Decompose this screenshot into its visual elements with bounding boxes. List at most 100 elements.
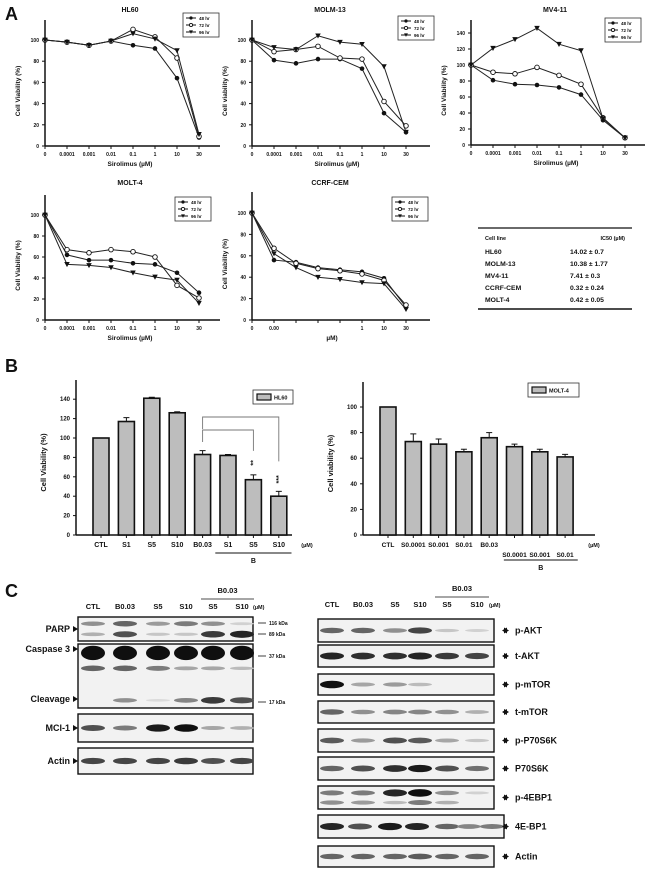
- data-point: [381, 98, 387, 105]
- x-tick-label: S1: [224, 542, 233, 549]
- band: [408, 737, 432, 744]
- data-point: [293, 265, 299, 271]
- lane-label: CTL: [86, 602, 101, 611]
- legend-marker: [611, 21, 615, 25]
- x-tick-label: 10: [174, 152, 180, 158]
- x-tick-label: 30: [196, 152, 202, 158]
- y-tick-label: 0: [354, 533, 358, 539]
- x-tick-label: 1: [361, 152, 364, 158]
- band: [383, 682, 407, 687]
- bar: [530, 450, 549, 536]
- blot-label: MCl-1: [46, 723, 71, 733]
- data-point: [196, 300, 202, 306]
- data-point: [130, 248, 136, 255]
- x-tick-label: 0.001: [290, 152, 303, 158]
- y-tick-label: 60: [459, 95, 465, 101]
- group-label: B: [538, 565, 543, 572]
- data-point: [130, 270, 136, 276]
- data-point: [403, 307, 409, 313]
- y-tick-label: 60: [240, 254, 246, 260]
- data-point: [403, 302, 409, 308]
- bar: [455, 450, 473, 536]
- data-point: [196, 132, 202, 138]
- band: [113, 631, 137, 638]
- legend-marker: [188, 22, 194, 28]
- legend-label: 72 hr: [408, 207, 419, 212]
- band: [201, 726, 225, 730]
- x-tick-label: 0.1: [337, 152, 344, 158]
- legend-marker: [398, 214, 402, 218]
- blot-label: p-4EBP1: [515, 793, 552, 803]
- table-cell-cell-line: MOLT-4: [485, 297, 510, 304]
- y-tick-label: 80: [350, 431, 357, 437]
- data-point: [534, 82, 540, 88]
- data-point: [196, 290, 202, 296]
- x-tick-label: 0: [44, 326, 47, 332]
- series-line-72hr: [251, 39, 407, 127]
- y-tick-label: 20: [63, 514, 70, 520]
- band: [146, 632, 170, 636]
- x-tick-label: 0: [470, 151, 473, 157]
- data-point: [293, 47, 299, 53]
- data-point: [196, 295, 202, 301]
- y-tick-label: 0: [67, 533, 71, 539]
- data-point: [152, 262, 158, 267]
- band: [408, 853, 432, 860]
- y-tick-label: 60: [33, 80, 39, 86]
- band: [320, 737, 344, 744]
- legend-marker: [189, 30, 193, 34]
- y-tick-label: 80: [63, 455, 70, 461]
- data-point: [315, 43, 321, 50]
- data-point: [359, 41, 365, 47]
- lane-label: S10: [235, 602, 248, 611]
- band: [81, 724, 105, 732]
- y-tick-label: 40: [240, 102, 246, 108]
- x-tick-label: 10: [174, 326, 180, 332]
- data-point: [130, 261, 136, 266]
- data-point: [249, 210, 255, 216]
- band: [457, 824, 481, 829]
- blot-label: Caspase 3: [25, 644, 70, 654]
- y-tick-label: 60: [240, 80, 246, 86]
- blot-p-4ebp1: [317, 785, 495, 810]
- x-tick-label: S5: [249, 542, 258, 549]
- x-axis-label: µM): [326, 335, 337, 342]
- band: [320, 680, 344, 689]
- x-axis-label: Sirolimus (µM): [108, 335, 153, 342]
- band: [351, 765, 375, 772]
- data-point: [622, 135, 628, 141]
- legend-label: 96 hr: [191, 214, 202, 219]
- data-point: [337, 268, 343, 274]
- band: [146, 645, 170, 661]
- series-line-48hr: [251, 212, 407, 308]
- x-tick-label: 30: [622, 151, 628, 157]
- band: [146, 621, 170, 626]
- band: [465, 710, 489, 714]
- bar: [168, 411, 186, 536]
- blot-label: PARP: [46, 624, 70, 634]
- data-point: [271, 245, 277, 252]
- y-tick-label: 120: [60, 417, 71, 423]
- data-point: [337, 39, 343, 45]
- chart-title: MOLM-13: [314, 7, 346, 14]
- data-point: [152, 274, 158, 280]
- band: [174, 666, 198, 671]
- band: [383, 765, 407, 772]
- x-tick-label: 0: [44, 152, 47, 158]
- blot-parp: [77, 616, 254, 642]
- data-point: [108, 257, 114, 263]
- data-point: [174, 277, 180, 283]
- x-axis-label: Sirolimus (µM): [108, 161, 153, 168]
- series-line-96hr: [44, 33, 200, 135]
- x-tick-label: S0.0001: [401, 542, 426, 549]
- legend-label: 72 hr: [191, 207, 202, 212]
- blot-label: Actin: [515, 852, 538, 862]
- blot-label: 4E-BP1: [515, 822, 547, 832]
- band: [408, 764, 432, 773]
- bar: [505, 445, 524, 536]
- y-tick-label: 60: [63, 475, 70, 481]
- x-tick-label: S0.01: [455, 542, 473, 549]
- lane-label: B0.03: [115, 602, 135, 611]
- series-line-72hr: [44, 214, 200, 299]
- significance-stars: **: [250, 460, 257, 466]
